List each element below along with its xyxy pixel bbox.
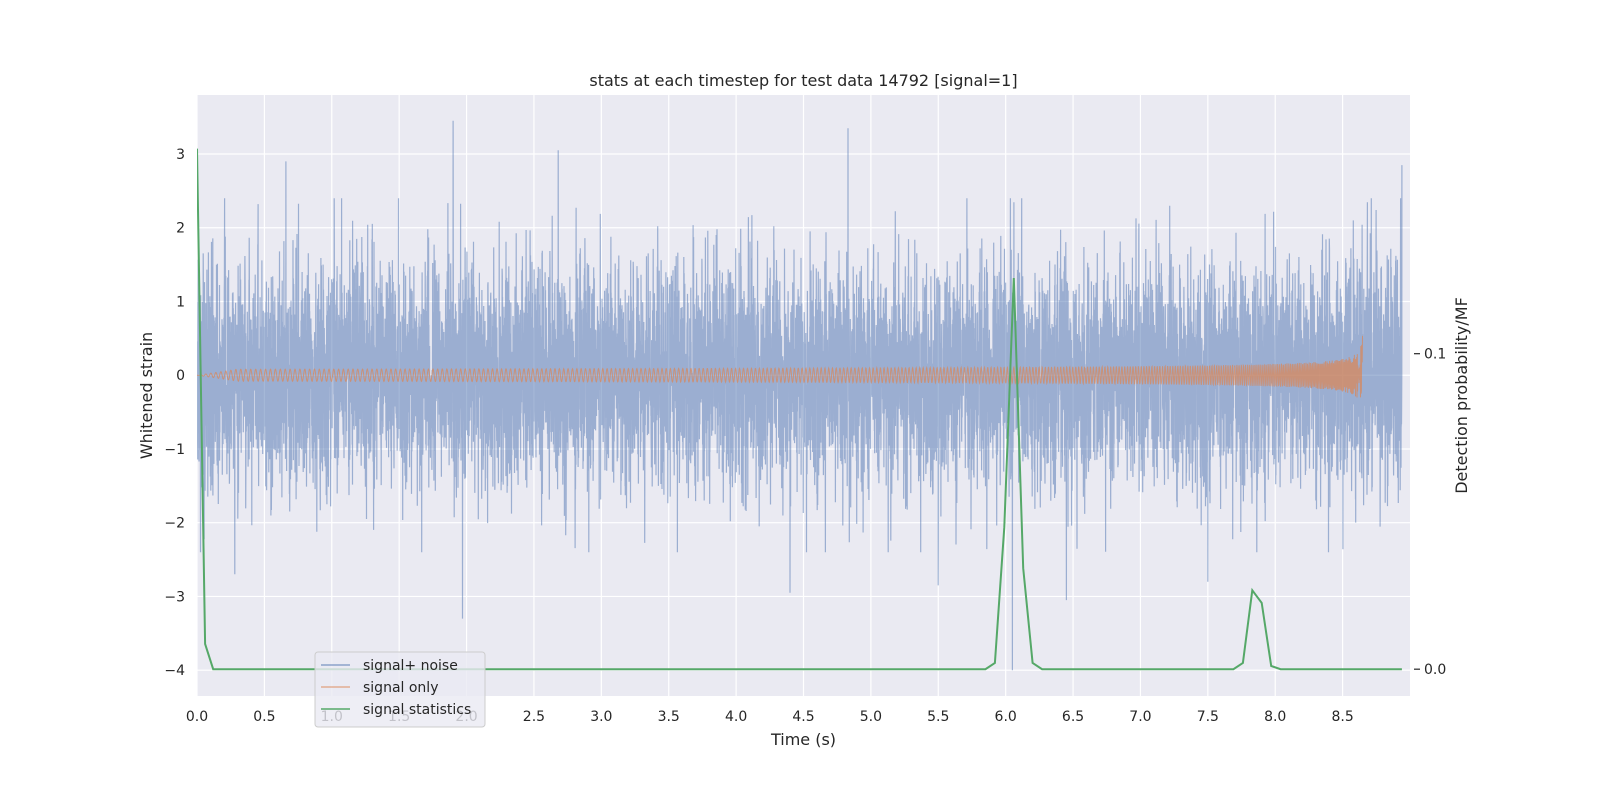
legend-label-signal-noise: signal+ noise [363, 658, 458, 674]
x-tick-label: 7.0 [1129, 709, 1151, 725]
x-tick-label: 4.5 [792, 709, 814, 725]
x-tick-label: 6.0 [995, 709, 1017, 725]
series-line-signal-only [197, 335, 1363, 398]
y-tick-label: 3 [176, 147, 185, 163]
y-tick-label: −4 [164, 663, 185, 679]
x-tick-label: 5.0 [860, 709, 882, 725]
x-tick-label: 2.5 [523, 709, 545, 725]
x-tick-label: 8.0 [1264, 709, 1286, 725]
x-tick-label: 4.0 [725, 709, 747, 725]
x-tick-label: 0.5 [253, 709, 275, 725]
x-tick-label: 5.5 [927, 709, 949, 725]
x-tick-label: 3.0 [590, 709, 612, 725]
y-tick-label: 1 [176, 294, 185, 310]
y-tick-label: 2 [176, 221, 185, 237]
x-tick-label: 3.5 [658, 709, 680, 725]
legend: signal+ noise signal only signal statist… [314, 651, 486, 728]
x-tick-label: 8.5 [1331, 709, 1353, 725]
chart-title: stats at each timestep for test data 147… [589, 71, 1017, 90]
legend-label-signal-only: signal only [363, 680, 438, 696]
y2-tick-label: 0.0 [1424, 662, 1446, 678]
legend-label-signal-statistics: signal statistics [363, 702, 471, 718]
y2-axis-label: Detection probability/MF [1452, 297, 1471, 494]
x-tick-label: 0.0 [186, 709, 208, 725]
y-tick-label: −1 [164, 442, 185, 458]
legend-box [314, 651, 486, 728]
y2-tick-label: 0.1 [1424, 347, 1446, 363]
series-line-signal-noise [197, 120, 1403, 671]
x-tick-label: 6.5 [1062, 709, 1084, 725]
y-tick-label: −2 [164, 516, 185, 532]
y-tick-label: 0 [176, 368, 185, 384]
x-tick-label: 7.5 [1197, 709, 1219, 725]
y-tick-label: −3 [164, 589, 185, 605]
x-axis-label: Time (s) [770, 730, 836, 749]
y-axis-label: Whitened strain [137, 332, 156, 459]
